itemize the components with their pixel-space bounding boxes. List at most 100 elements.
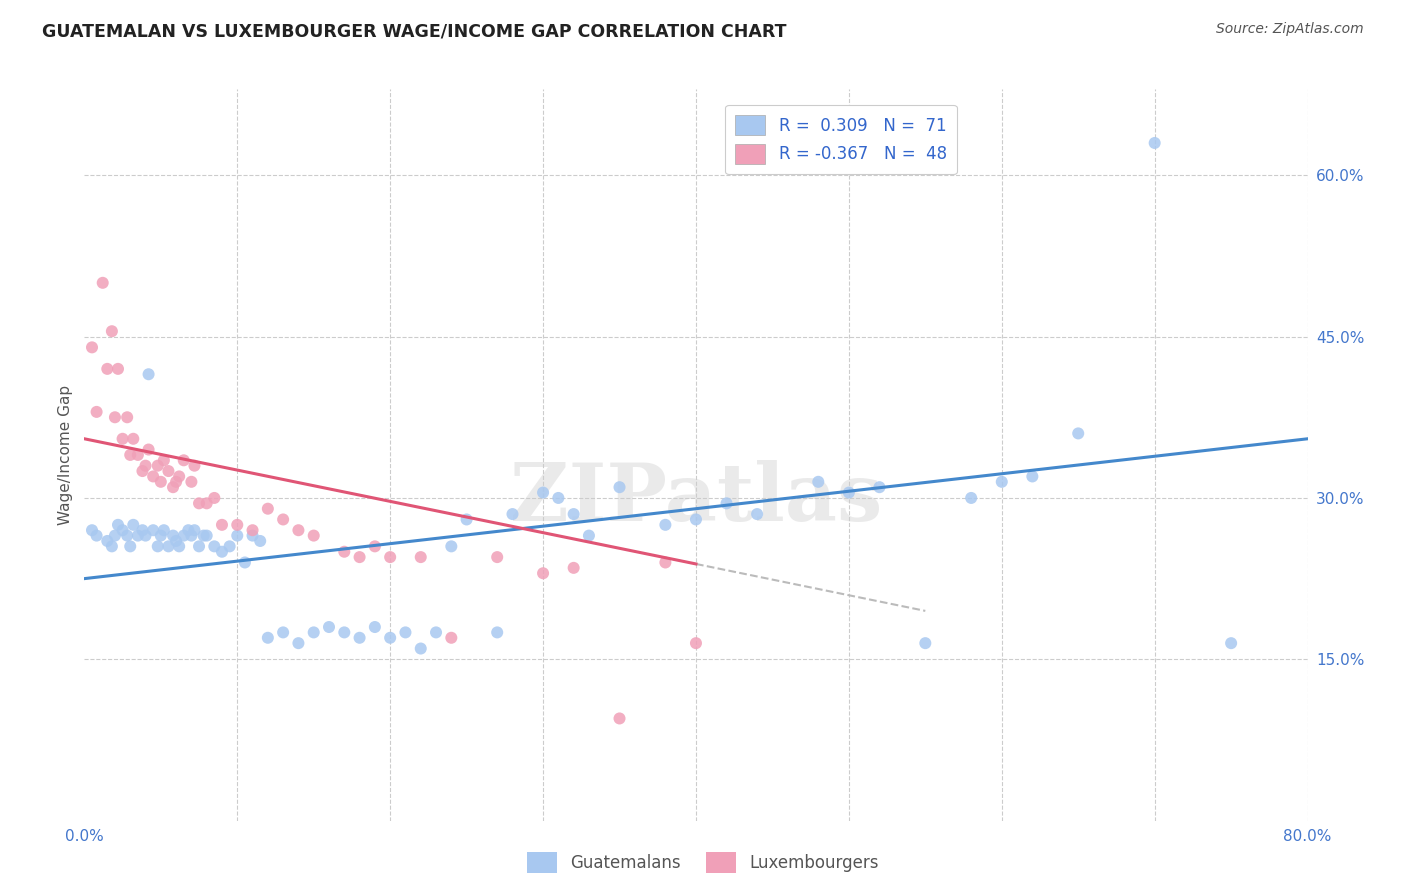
Point <box>486 625 509 640</box>
Point <box>183 523 205 537</box>
Point <box>226 528 249 542</box>
Point <box>562 561 585 575</box>
Point <box>180 528 202 542</box>
Point <box>146 458 169 473</box>
Point <box>333 545 356 559</box>
Point <box>195 528 218 542</box>
Point <box>991 475 1014 489</box>
Point <box>86 528 108 542</box>
Point <box>183 458 205 473</box>
Point <box>249 533 271 548</box>
Point <box>115 528 138 542</box>
Point <box>211 545 233 559</box>
Point <box>104 410 127 425</box>
Point <box>349 550 371 565</box>
Point <box>333 625 356 640</box>
Legend: Guatemalans, Luxembourgers: Guatemalans, Luxembourgers <box>520 846 886 880</box>
Point <box>685 512 707 526</box>
Point <box>271 512 294 526</box>
Point <box>1143 136 1166 150</box>
Point <box>869 480 891 494</box>
Point <box>101 539 124 553</box>
Point <box>122 517 145 532</box>
Point <box>218 539 240 553</box>
Point <box>127 448 149 462</box>
Point <box>302 528 325 542</box>
Text: Source: ZipAtlas.com: Source: ZipAtlas.com <box>1216 22 1364 37</box>
Point <box>107 517 129 532</box>
Point <box>364 620 387 634</box>
Point <box>211 517 233 532</box>
Point <box>122 432 145 446</box>
Point <box>394 625 416 640</box>
Point <box>409 641 432 656</box>
Point <box>167 469 190 483</box>
Point <box>142 523 165 537</box>
Point <box>165 475 187 489</box>
Text: ZIPatlas: ZIPatlas <box>510 459 882 538</box>
Point <box>165 533 187 548</box>
Point <box>242 523 264 537</box>
Point <box>349 631 371 645</box>
Point <box>127 528 149 542</box>
Point <box>271 625 294 640</box>
Point <box>425 625 447 640</box>
Point <box>531 485 554 500</box>
Point <box>80 523 103 537</box>
Point <box>654 556 676 570</box>
Point <box>609 711 631 725</box>
Point <box>226 517 249 532</box>
Point <box>111 432 134 446</box>
Point <box>1220 636 1243 650</box>
Point <box>162 528 184 542</box>
Legend: R =  0.309   N =  71, R = -0.367   N =  48: R = 0.309 N = 71, R = -0.367 N = 48 <box>725 105 956 174</box>
Point <box>562 507 585 521</box>
Point <box>157 464 180 478</box>
Point <box>157 539 180 553</box>
Point <box>380 631 402 645</box>
Text: GUATEMALAN VS LUXEMBOURGER WAGE/INCOME GAP CORRELATION CHART: GUATEMALAN VS LUXEMBOURGER WAGE/INCOME G… <box>42 22 787 40</box>
Point <box>195 496 218 510</box>
Point <box>135 528 157 542</box>
Point <box>173 453 195 467</box>
Point <box>138 442 160 457</box>
Point <box>107 362 129 376</box>
Point <box>120 448 142 462</box>
Point <box>131 464 153 478</box>
Point <box>193 528 215 542</box>
Point <box>167 539 190 553</box>
Point <box>1067 426 1090 441</box>
Point <box>80 340 103 354</box>
Point <box>456 512 478 526</box>
Point <box>609 480 631 494</box>
Point <box>547 491 569 505</box>
Point <box>409 550 432 565</box>
Point <box>153 453 176 467</box>
Point <box>104 528 127 542</box>
Point <box>188 496 211 510</box>
Point <box>173 528 195 542</box>
Point <box>242 528 264 542</box>
Point <box>120 539 142 553</box>
Point <box>111 523 134 537</box>
Point <box>257 501 280 516</box>
Y-axis label: Wage/Income Gap: Wage/Income Gap <box>58 384 73 525</box>
Point <box>318 620 340 634</box>
Point <box>138 368 160 382</box>
Point <box>162 480 184 494</box>
Point <box>101 324 124 338</box>
Point <box>202 539 225 553</box>
Point <box>287 636 309 650</box>
Point <box>380 550 402 565</box>
Point <box>96 362 118 376</box>
Point <box>177 523 200 537</box>
Point <box>716 496 738 510</box>
Point <box>202 491 225 505</box>
Point <box>131 523 153 537</box>
Point <box>440 539 463 553</box>
Point <box>188 539 211 553</box>
Point <box>486 550 509 565</box>
Point <box>685 636 707 650</box>
Point <box>914 636 936 650</box>
Point <box>1021 469 1043 483</box>
